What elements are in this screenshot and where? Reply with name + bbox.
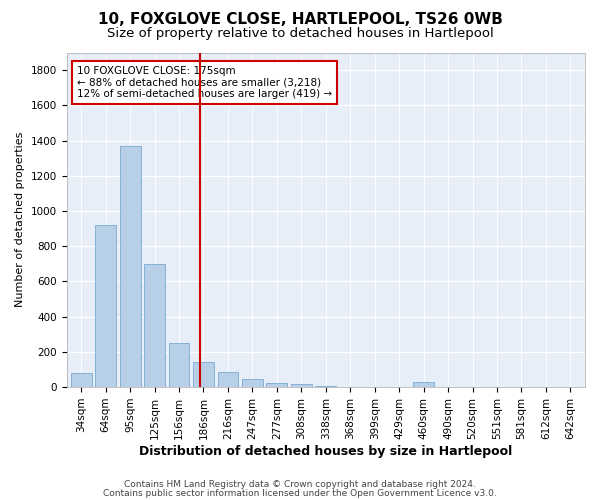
Bar bbox=[193, 362, 214, 387]
Text: 10, FOXGLOVE CLOSE, HARTLEPOOL, TS26 0WB: 10, FOXGLOVE CLOSE, HARTLEPOOL, TS26 0WB bbox=[98, 12, 502, 28]
X-axis label: Distribution of detached houses by size in Hartlepool: Distribution of detached houses by size … bbox=[139, 444, 512, 458]
Text: Contains HM Land Registry data © Crown copyright and database right 2024.: Contains HM Land Registry data © Crown c… bbox=[124, 480, 476, 489]
Bar bbox=[120, 146, 140, 387]
Bar bbox=[218, 372, 238, 387]
Bar bbox=[316, 386, 336, 387]
Bar bbox=[71, 373, 92, 387]
Bar bbox=[169, 343, 190, 387]
Bar bbox=[242, 378, 263, 387]
Text: 10 FOXGLOVE CLOSE: 175sqm
← 88% of detached houses are smaller (3,218)
12% of se: 10 FOXGLOVE CLOSE: 175sqm ← 88% of detac… bbox=[77, 66, 332, 99]
Text: Contains public sector information licensed under the Open Government Licence v3: Contains public sector information licen… bbox=[103, 488, 497, 498]
Bar bbox=[291, 384, 312, 387]
Bar bbox=[413, 382, 434, 387]
Text: Size of property relative to detached houses in Hartlepool: Size of property relative to detached ho… bbox=[107, 28, 493, 40]
Bar bbox=[144, 264, 165, 387]
Bar bbox=[95, 225, 116, 387]
Bar bbox=[266, 382, 287, 387]
Y-axis label: Number of detached properties: Number of detached properties bbox=[15, 132, 25, 308]
